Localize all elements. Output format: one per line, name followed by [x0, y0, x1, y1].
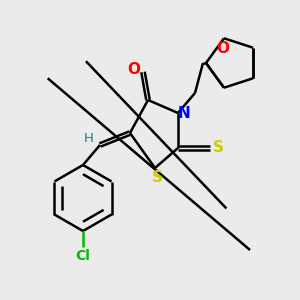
Text: N: N [178, 106, 190, 121]
Text: Cl: Cl [76, 249, 90, 263]
Text: O: O [128, 62, 140, 77]
Text: O: O [217, 41, 230, 56]
Text: H: H [84, 133, 94, 146]
Text: S: S [152, 170, 163, 185]
Text: S: S [212, 140, 224, 155]
